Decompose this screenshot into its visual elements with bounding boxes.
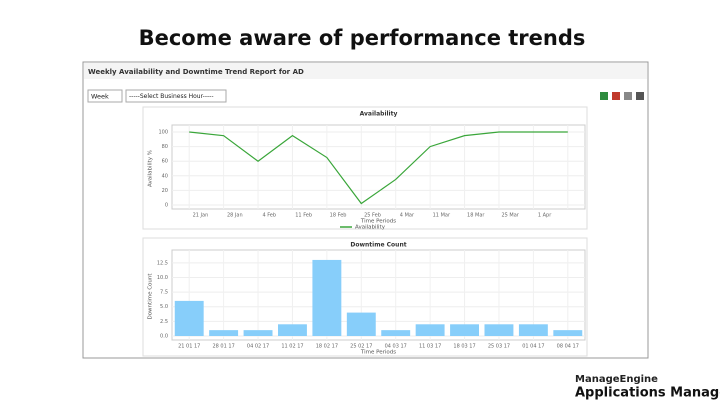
y-tick-label: 0 — [165, 203, 168, 209]
bar — [312, 259, 342, 336]
bar — [518, 324, 548, 336]
x-tick-label: 11 Mar — [433, 213, 451, 219]
x-tick-label: 18 02 17 — [316, 344, 338, 350]
line-series — [189, 131, 568, 205]
x-tick-label: 25 03 17 — [488, 344, 510, 350]
bar — [278, 324, 307, 336]
y-tick-label: 80 — [162, 144, 168, 150]
legend-label: Availability — [355, 225, 386, 231]
chart-panel — [142, 237, 588, 357]
y-axis-label: Availability % — [148, 150, 154, 187]
y-tick-label: 2.5 — [160, 319, 168, 325]
plot-frame — [171, 249, 586, 341]
x-tick-label: 21 Jan — [193, 213, 209, 219]
x-tick-label: 04 03 17 — [385, 344, 407, 350]
bar — [346, 312, 376, 336]
x-tick-label: 18 Mar — [467, 213, 485, 219]
slide-title: Become aware of performance trends — [139, 26, 586, 50]
x-tick-label: 21 01 17 — [178, 344, 200, 350]
x-axis-label: Time Periods — [360, 219, 396, 225]
bar — [243, 330, 273, 336]
x-axis-label: Time Periods — [360, 350, 396, 356]
excel-icon[interactable] — [600, 92, 608, 100]
bar — [381, 330, 411, 336]
x-tick-label: 11 02 17 — [281, 344, 303, 350]
period-select[interactable] — [87, 89, 123, 103]
y-tick-label: 40 — [162, 173, 168, 179]
x-tick-label: 11 Feb — [295, 213, 312, 219]
y-tick-label: 60 — [162, 159, 168, 165]
plot-frame — [171, 124, 586, 210]
bar — [484, 324, 514, 336]
y-tick-label: 100 — [158, 130, 168, 136]
x-tick-label: 25 Feb — [364, 213, 381, 219]
x-tick-label: 08 04 17 — [557, 344, 579, 350]
y-tick-label: 0.0 — [160, 334, 168, 340]
bar — [174, 300, 204, 336]
x-tick-label: 18 Feb — [330, 213, 347, 219]
y-tick-label: 7.5 — [160, 290, 168, 296]
y-tick-label: 12.5 — [157, 260, 168, 266]
x-tick-label: 28 Jan — [227, 213, 243, 219]
bar — [415, 324, 445, 336]
report-header — [84, 63, 647, 79]
hour-select-text: -----Select Business Hour----- — [129, 93, 214, 100]
x-tick-label: 04 02 17 — [247, 344, 269, 350]
chart-title: Downtime Count — [350, 242, 406, 249]
x-tick-label: 11 03 17 — [419, 344, 441, 350]
x-tick-label: 18 03 17 — [453, 344, 475, 350]
x-tick-label: 25 02 17 — [350, 344, 372, 350]
period-select-text: Week — [91, 93, 109, 101]
x-tick-label: 28 01 17 — [212, 344, 234, 350]
y-axis-label: Downtime Count — [148, 273, 154, 320]
mail-icon[interactable] — [624, 92, 632, 100]
hour-select[interactable] — [125, 89, 227, 103]
x-tick-label: 1 Apr — [538, 213, 552, 219]
x-tick-label: 4 Mar — [400, 213, 415, 219]
y-tick-label: 5.0 — [160, 304, 168, 310]
brand: ManageEngine — [575, 374, 658, 385]
bar — [553, 330, 583, 336]
chart-title: Availability — [360, 111, 398, 118]
report-title: Weekly Availability and Downtime Trend R… — [88, 68, 304, 76]
bar — [450, 324, 479, 336]
product: Applications Manager — [575, 386, 720, 401]
pdf-icon[interactable] — [612, 92, 620, 100]
x-tick-label: 01 04 17 — [522, 344, 544, 350]
x-tick-label: 25 Mar — [501, 213, 519, 219]
y-tick-label: 10.0 — [157, 275, 168, 281]
x-tick-label: 4 Feb — [262, 213, 276, 219]
bar — [209, 330, 239, 336]
y-tick-label: 20 — [162, 188, 168, 194]
print-icon[interactable] — [636, 92, 644, 100]
